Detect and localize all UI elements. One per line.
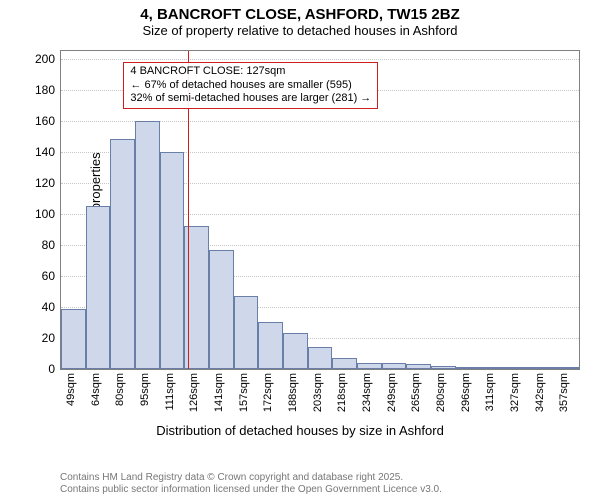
y-tick-label: 100: [35, 207, 55, 221]
histogram-bar: [530, 367, 555, 369]
x-tick-label: 280sqm: [435, 373, 447, 412]
x-tick-label: 188sqm: [287, 373, 299, 412]
y-tick-label: 40: [42, 300, 55, 314]
histogram-bar: [283, 333, 308, 369]
annotation-line-1: 4 BANCROFT CLOSE: 127sqm: [130, 65, 371, 79]
histogram-bar: [160, 152, 185, 369]
page-subtitle: Size of property relative to detached ho…: [0, 23, 600, 42]
x-tick-label: 265sqm: [410, 373, 422, 412]
attribution: Contains HM Land Registry data © Crown c…: [60, 472, 442, 496]
histogram-bar: [86, 206, 111, 369]
y-tick-label: 140: [35, 145, 55, 159]
x-tick-label: 141sqm: [213, 373, 225, 412]
x-tick-label: 357sqm: [558, 373, 570, 412]
x-tick-label: 311sqm: [484, 373, 496, 411]
y-tick-label: 160: [35, 114, 55, 128]
histogram-bar: [382, 363, 407, 369]
plot-area: 02040608010012014016018020049sqm64sqm80s…: [60, 50, 580, 370]
x-tick-label: 64sqm: [90, 373, 102, 406]
x-tick-label: 95sqm: [139, 373, 151, 406]
y-tick-label: 60: [42, 269, 55, 283]
annotation-line-3: 32% of semi-detached houses are larger (…: [130, 92, 371, 106]
histogram-bar: [456, 367, 481, 369]
histogram-bar: [258, 322, 283, 369]
y-tick-label: 120: [35, 176, 55, 190]
x-tick-label: 234sqm: [361, 373, 373, 412]
histogram-bar: [406, 364, 431, 369]
y-tick-label: 20: [42, 331, 55, 345]
histogram-bar: [110, 139, 135, 369]
x-tick-label: 49sqm: [65, 373, 77, 406]
page-title: 4, BANCROFT CLOSE, ASHFORD, TW15 2BZ: [0, 0, 600, 23]
x-tick-label: 157sqm: [238, 373, 250, 412]
attribution-line-1: Contains HM Land Registry data © Crown c…: [60, 472, 442, 484]
y-tick-label: 80: [42, 238, 55, 252]
x-tick-label: 203sqm: [312, 373, 324, 412]
y-tick-label: 180: [35, 83, 55, 97]
histogram-bar: [308, 347, 333, 369]
x-axis-label: Distribution of detached houses by size …: [156, 423, 444, 438]
x-tick-label: 126sqm: [188, 373, 200, 412]
annotation-line-2: ← 67% of detached houses are smaller (59…: [130, 79, 371, 93]
histogram-bar: [480, 367, 505, 369]
histogram-bar: [357, 363, 382, 369]
histogram-bar: [505, 367, 530, 369]
x-tick-label: 342sqm: [534, 373, 546, 412]
histogram-bar: [209, 250, 234, 369]
y-tick-label: 200: [35, 52, 55, 66]
y-tick-label: 0: [48, 362, 55, 376]
annotation-box: 4 BANCROFT CLOSE: 127sqm ← 67% of detach…: [123, 62, 378, 109]
histogram-bar: [332, 358, 357, 369]
x-tick-label: 327sqm: [509, 373, 521, 412]
histogram-bar: [234, 296, 259, 369]
histogram-bar: [554, 367, 579, 369]
chart-container: Number of detached properties 0204060801…: [0, 42, 600, 442]
x-tick-label: 111sqm: [164, 373, 176, 411]
x-tick-label: 80sqm: [114, 373, 126, 406]
x-tick-label: 249sqm: [386, 373, 398, 412]
x-tick-label: 218sqm: [336, 373, 348, 412]
histogram-bar: [135, 121, 160, 369]
histogram-bar: [61, 309, 86, 369]
histogram-bar: [431, 366, 456, 369]
attribution-line-2: Contains public sector information licen…: [60, 484, 442, 496]
gridline-h: [61, 59, 579, 60]
x-tick-label: 296sqm: [460, 373, 472, 412]
x-tick-label: 172sqm: [262, 373, 274, 412]
